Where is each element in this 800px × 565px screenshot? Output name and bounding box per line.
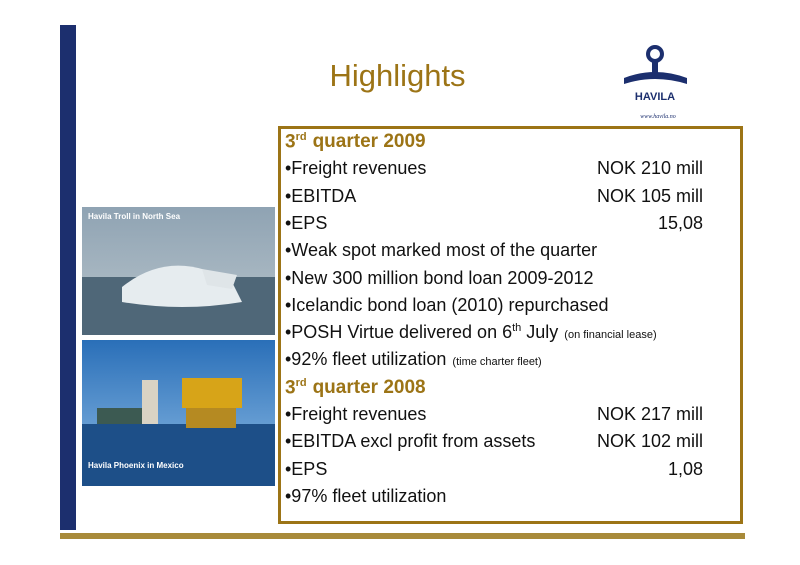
item-note: (on financial lease) (564, 329, 657, 342)
bullet-item: •New 300 million bond loan 2009-2012 (285, 268, 703, 294)
item-label-cont: July (526, 322, 559, 343)
item-label: •97% fleet utilization (285, 485, 447, 506)
bullet-item: •Icelandic bond loan (2010) repurchased (285, 295, 703, 321)
item-label: •EPS (285, 458, 328, 479)
heading-text: quarter 2008 (312, 377, 426, 399)
item-note: (time charter fleet) (452, 356, 542, 369)
section-heading: 3rd quarter 2008 (285, 377, 703, 403)
item-label: •EBITDA excl profit from assets (285, 431, 536, 452)
section-heading: 3rd quarter 2009 (285, 131, 703, 157)
photo: Havila Phoenix in Mexico (82, 340, 275, 486)
heading-number: 3 (285, 131, 296, 153)
bullet-item: •Freight revenues NOK 210 mill (285, 158, 703, 184)
item-value: NOK 105 mill (596, 185, 703, 206)
bullet-item: •92% fleet utilization (time charter flee… (285, 349, 703, 375)
item-label: •EBITDA (285, 185, 357, 206)
item-value: NOK 217 mill (596, 404, 703, 424)
logo: HAVILA www.havila.no (624, 45, 687, 120)
item-value: NOK 210 mill (596, 158, 703, 179)
item-label: •New 300 million bond loan 2009-2012 (285, 267, 594, 288)
item-label: •POSH Virtue delivered on 6 (285, 322, 513, 343)
bullet-item: •EPS 15,08 (285, 213, 703, 239)
item-value: 15,08 (657, 212, 703, 233)
item-label: •EPS (285, 212, 328, 233)
bottom-rule (60, 533, 745, 539)
item-value: NOK 102 mill (596, 431, 703, 452)
item-label: •Freight revenues (285, 158, 427, 179)
heading-number: 3 (285, 377, 296, 399)
title: Highlights (329, 58, 466, 93)
heading-suffix: rd (295, 376, 307, 389)
item-superscript: th (512, 322, 522, 335)
photo-caption: Havila Troll in North Sea (88, 212, 181, 221)
heading-text: quarter 2009 (312, 131, 426, 153)
item-label: •Weak spot marked most of the quarter (285, 240, 598, 261)
bullet-item: •EPS 1,08 (285, 459, 703, 485)
item-label: •Icelandic bond loan (2010) repurchased (285, 294, 609, 315)
item-label: •92% fleet utilization (285, 349, 447, 370)
item-label: •Freight revenues (285, 404, 427, 424)
bullet-item: •POSH Virtue delivered on 6th July (on fin… (285, 322, 703, 348)
photo: Havila Troll in North Sea (82, 207, 275, 335)
bullet-item: •EBITDA excl profit from assets NOK 102 m… (285, 431, 703, 457)
side-bar (60, 25, 76, 530)
heading-suffix: rd (295, 131, 307, 143)
item-value: 1,08 (667, 458, 703, 479)
photo-caption: Havila Phoenix in Mexico (88, 461, 184, 470)
logo-url: www.havila.no (640, 114, 676, 120)
logo-name: HAVILA (635, 91, 675, 103)
highlights-box (278, 126, 743, 524)
bullet-item: •EBITDA NOK 105 mill (285, 186, 703, 212)
bullet-item: •Weak spot marked most of the quarter (285, 240, 703, 266)
bullet-item: •97% fleet utilization (285, 486, 703, 512)
bullet-item: •Freight revenues NOK 217 mill (285, 404, 703, 430)
